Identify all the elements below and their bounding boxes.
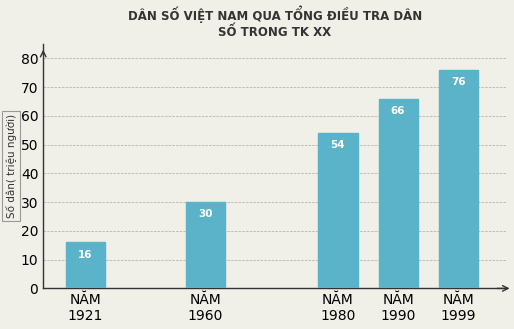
Y-axis label: Số dân( triệu người): Số dân( triệu người) (6, 114, 16, 218)
Text: 30: 30 (198, 209, 213, 219)
Bar (318, 133, 358, 289)
Text: 76: 76 (451, 77, 466, 87)
Text: 54: 54 (331, 140, 345, 150)
Text: 66: 66 (391, 106, 406, 116)
Bar (379, 99, 418, 289)
Bar (186, 202, 225, 289)
Bar (66, 242, 105, 289)
Text: 16: 16 (78, 250, 93, 260)
Bar (439, 70, 478, 289)
Title: DÂN SỐ VIỆT NAM QUA TỔNG ĐIỀU TRA DÂN
SỐ TRONG TK XX: DÂN SỐ VIỆT NAM QUA TỔNG ĐIỀU TRA DÂN SỐ… (127, 6, 422, 39)
